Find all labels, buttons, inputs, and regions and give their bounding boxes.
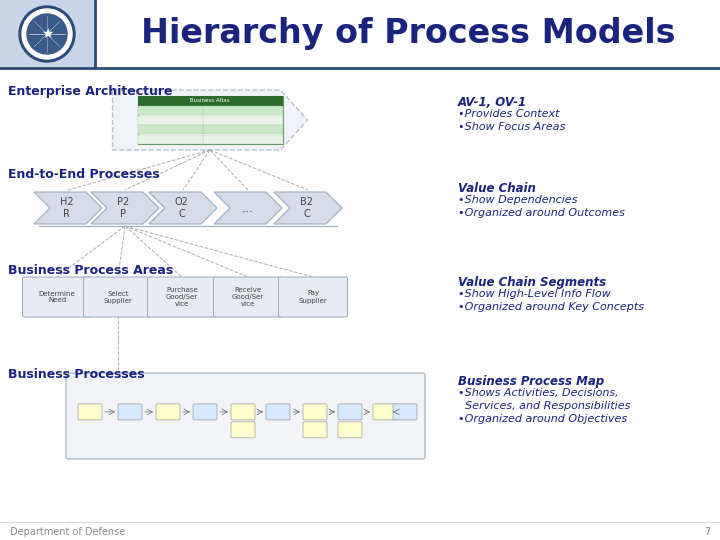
Polygon shape [34,192,102,224]
Bar [138,134,282,144]
Text: Department of Defense: Department of Defense [10,527,125,537]
Text: •Provides Context: •Provides Context [458,109,559,119]
Text: End-to-End Processes: End-to-End Processes [8,168,160,181]
Bar [0,0,95,68]
FancyBboxPatch shape [148,277,217,317]
FancyBboxPatch shape [22,277,91,317]
Polygon shape [274,192,342,224]
Polygon shape [149,192,217,224]
Bar [138,96,282,106]
Text: •Show High-Level Info Flow: •Show High-Level Info Flow [458,289,611,299]
Bar [138,106,282,115]
Bar [95,0,720,68]
Bar [138,96,282,144]
FancyBboxPatch shape [303,404,327,420]
Text: •Show Dependencies: •Show Dependencies [458,195,577,205]
Text: AV-1, OV-1: AV-1, OV-1 [458,96,527,109]
FancyBboxPatch shape [266,404,290,420]
FancyBboxPatch shape [84,277,153,317]
Polygon shape [214,192,282,224]
Text: 7: 7 [703,527,710,537]
Text: Business Processes: Business Processes [8,368,145,381]
FancyBboxPatch shape [231,422,255,438]
Text: ★: ★ [41,27,53,41]
Text: Business Process Map: Business Process Map [458,375,604,388]
Text: Select
Supplier: Select Supplier [104,291,132,303]
FancyBboxPatch shape [338,404,362,420]
FancyBboxPatch shape [66,373,425,459]
Text: Determine
Need: Determine Need [39,291,76,303]
Text: Value Chain Segments: Value Chain Segments [458,276,606,289]
Text: Enterprise Architecture: Enterprise Architecture [8,85,173,98]
FancyBboxPatch shape [193,404,217,420]
Text: H2
R: H2 R [60,197,73,219]
Text: •Organized around Outcomes: •Organized around Outcomes [458,208,625,218]
Text: Services, and Responsibilities: Services, and Responsibilities [458,401,631,411]
FancyBboxPatch shape [393,404,417,420]
FancyBboxPatch shape [303,422,327,438]
Text: Business Process Areas: Business Process Areas [8,264,174,276]
FancyBboxPatch shape [279,277,348,317]
Text: Value Chain: Value Chain [458,182,536,195]
Text: •Show Focus Areas: •Show Focus Areas [458,122,565,132]
FancyBboxPatch shape [373,404,397,420]
FancyBboxPatch shape [338,422,362,438]
Circle shape [27,14,67,54]
FancyBboxPatch shape [118,404,142,420]
Text: •Organized around Key Concepts: •Organized around Key Concepts [458,302,644,312]
FancyBboxPatch shape [214,277,282,317]
Circle shape [22,9,72,59]
Text: Business Atlas: Business Atlas [190,98,230,104]
Text: Purchase
Good/Ser
vice: Purchase Good/Ser vice [166,287,198,307]
Text: •Organized around Objectives: •Organized around Objectives [458,414,627,424]
Text: Pay
Supplier: Pay Supplier [299,291,328,303]
Circle shape [19,6,75,62]
Bar [138,125,282,134]
Polygon shape [112,90,307,150]
Text: O2
C: O2 C [174,197,189,219]
FancyBboxPatch shape [231,404,255,420]
Text: •Shows Activities, Decisions,: •Shows Activities, Decisions, [458,388,618,398]
Text: Receive
Good/Ser
vice: Receive Good/Ser vice [232,287,264,307]
Polygon shape [91,192,159,224]
FancyBboxPatch shape [156,404,180,420]
Text: P2
P: P2 P [117,197,130,219]
Text: B2
C: B2 C [300,197,313,219]
FancyBboxPatch shape [78,404,102,420]
Bar [138,116,282,125]
Text: ...: ... [242,201,254,214]
Text: Hierarchy of Process Models: Hierarchy of Process Models [140,17,675,51]
